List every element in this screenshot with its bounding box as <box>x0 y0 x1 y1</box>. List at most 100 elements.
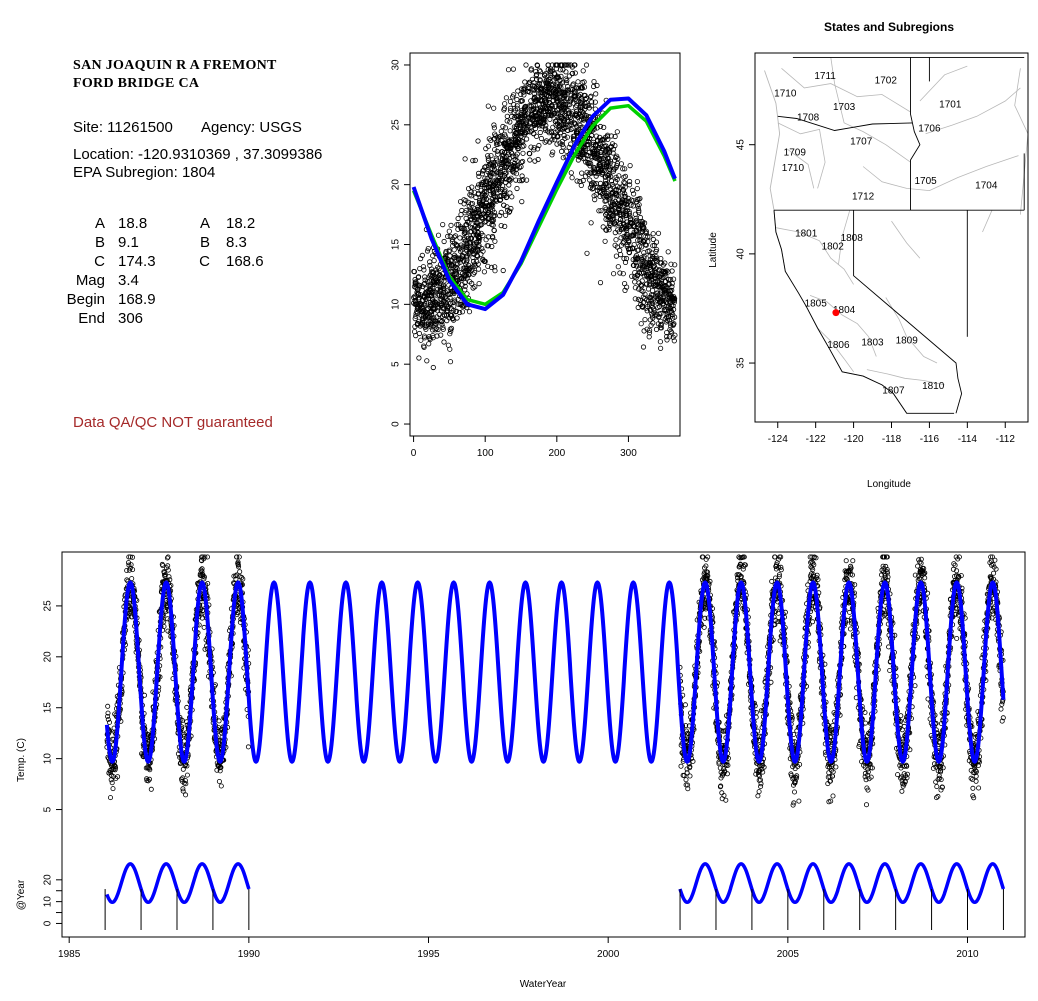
observation-point <box>420 309 426 315</box>
observation-point <box>471 261 478 267</box>
observation-point <box>649 260 655 266</box>
observation-point <box>546 139 553 145</box>
observation-point <box>650 236 656 243</box>
observation-point <box>527 157 533 163</box>
observation-point <box>776 572 782 578</box>
observation-point <box>670 334 676 340</box>
observation-point <box>457 235 463 241</box>
observation-point <box>658 318 664 324</box>
observation-point <box>617 211 623 217</box>
observation-point <box>559 80 565 86</box>
param-key: B <box>199 234 210 251</box>
observation-point <box>614 153 620 159</box>
observation-point <box>605 147 612 153</box>
observation-point <box>828 798 834 804</box>
observation-point <box>597 162 603 168</box>
region-label: 1705 <box>914 176 937 187</box>
observation-point <box>425 246 431 252</box>
x-tick-label: 0 <box>411 448 417 459</box>
observation-point <box>549 152 555 158</box>
observation-point <box>476 170 482 176</box>
observation-point <box>483 196 490 202</box>
observation-point <box>570 136 577 142</box>
observation-point <box>793 774 799 780</box>
observation-point <box>130 567 136 573</box>
observation-point <box>556 123 562 130</box>
observation-point <box>508 165 514 171</box>
observation-point <box>423 291 429 297</box>
observation-point <box>579 85 585 91</box>
observation-point <box>498 163 504 169</box>
observation-point <box>810 619 816 625</box>
observation-point <box>445 258 451 264</box>
observation-point <box>640 238 646 244</box>
observation-point <box>430 318 436 324</box>
y-tick-label: 25 <box>391 119 402 131</box>
observation-point <box>446 228 452 234</box>
observation-point <box>637 243 643 249</box>
x-tick-label: 300 <box>620 448 637 459</box>
observation-point <box>445 342 452 348</box>
observation-point <box>471 216 478 222</box>
observation-point <box>415 274 422 280</box>
observation-point <box>671 338 677 344</box>
observation-point <box>543 138 550 144</box>
observation-point <box>504 158 510 164</box>
observation-point <box>421 335 428 341</box>
observation-point <box>594 125 600 131</box>
subregion-boundary <box>891 220 921 259</box>
observation-point <box>428 324 434 330</box>
observation-point <box>580 68 586 74</box>
observation-point <box>411 294 417 301</box>
observation-point <box>608 133 614 139</box>
observation-point <box>537 68 543 75</box>
observation-point <box>830 773 836 779</box>
observation-point <box>543 70 549 77</box>
observation-point <box>184 772 190 778</box>
observation-point <box>557 67 563 73</box>
y-tick-label: 0 <box>391 421 402 427</box>
observation-point <box>649 288 656 294</box>
observation-point <box>635 286 642 292</box>
observation-point <box>573 85 579 91</box>
observation-point <box>426 314 432 320</box>
observation-point <box>502 223 508 229</box>
observation-point <box>499 186 505 192</box>
observation-point <box>597 155 603 161</box>
observation-point <box>531 87 537 93</box>
observation-point <box>640 344 647 350</box>
observation-point <box>422 322 428 328</box>
observation-point <box>167 577 173 583</box>
observation-point <box>459 207 465 214</box>
observation-point <box>443 302 449 309</box>
observation-point <box>635 205 641 211</box>
observation-point <box>463 261 469 267</box>
observation-point <box>624 201 630 207</box>
observation-point <box>578 113 584 120</box>
observation-point <box>603 164 609 170</box>
observation-point <box>564 77 570 84</box>
observation-point <box>476 173 482 179</box>
observation-point <box>466 249 472 255</box>
observation-point <box>644 308 650 314</box>
observation-point <box>519 86 525 92</box>
observation-point <box>536 101 542 107</box>
observation-point <box>577 108 583 114</box>
observation-point <box>568 62 574 68</box>
observation-point <box>165 567 171 573</box>
observation-point <box>755 793 761 799</box>
observation-point <box>240 576 246 582</box>
observation-point <box>466 309 473 315</box>
observation-point <box>633 263 639 269</box>
observation-point <box>570 133 576 139</box>
observation-point <box>440 324 446 330</box>
map-ylabel: Latitude <box>708 232 719 268</box>
observation-point <box>498 128 504 134</box>
observation-point <box>441 339 447 345</box>
observation-point <box>721 792 727 798</box>
observation-point <box>415 291 422 297</box>
observation-point <box>537 120 543 127</box>
state-border <box>853 210 963 414</box>
observation-point <box>653 257 659 263</box>
observation-point <box>647 260 653 266</box>
